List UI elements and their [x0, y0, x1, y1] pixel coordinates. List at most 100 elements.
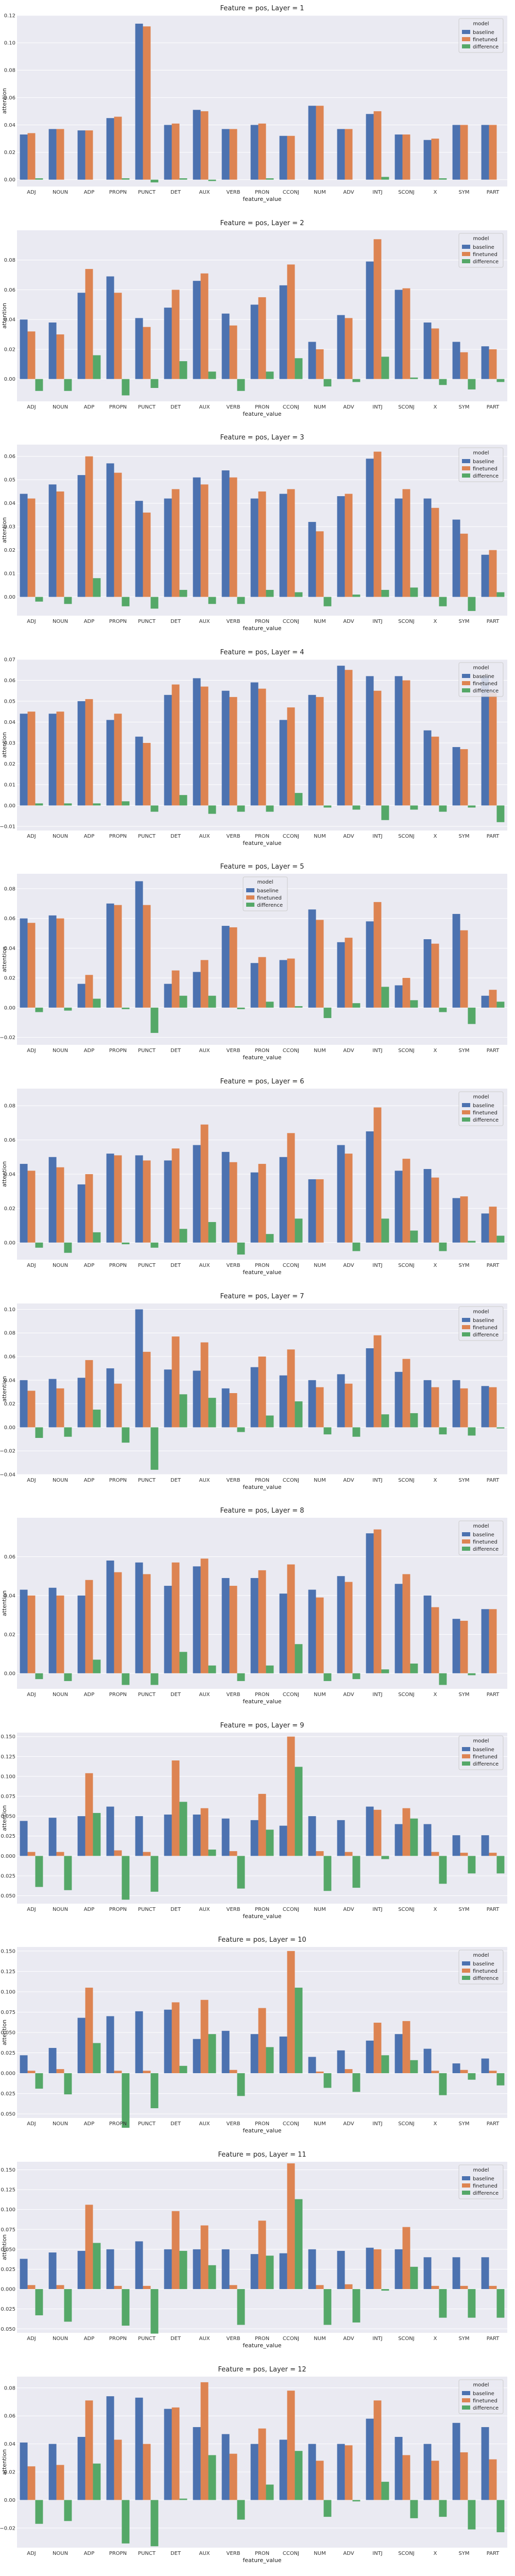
bar-difference-propn [122, 2289, 130, 2326]
bar-difference-adv [352, 1856, 360, 1888]
y-tick-label: 0.00 [4, 1425, 15, 1430]
bar-difference-intj [381, 1669, 389, 1673]
bar-difference-cconj [295, 2199, 303, 2290]
bar-baseline-pron [250, 125, 259, 180]
bar-baseline-adp [77, 1816, 85, 1856]
x-tick-label: PUNCT [138, 1907, 156, 1912]
x-tick-label: VERB [227, 1692, 241, 1698]
legend-swatch-difference [461, 2405, 470, 2410]
bar-baseline-adj [20, 918, 28, 1008]
chart-layer-9: Feature = pos, Layer = 9 −0.050 −0.025 0.00… [0, 1722, 507, 1920]
bar-finetuned-det [171, 2407, 180, 2500]
bar-baseline-adv [337, 2444, 345, 2500]
bar-finetuned-sym [460, 125, 468, 180]
bar-finetuned-propn [114, 1850, 122, 1856]
legend-label-difference: difference [257, 903, 283, 908]
x-tick-label: CCONJ [283, 2121, 299, 2127]
bar-baseline-x [423, 2048, 432, 2074]
x-tick-label: SYM [458, 1907, 469, 1912]
bar-finetuned-intj [373, 1809, 382, 1856]
bar-difference-det [179, 178, 187, 180]
legend-title: model [473, 1094, 489, 1100]
bar-difference-pron [266, 1665, 274, 1673]
x-tick-label: ADV [343, 1692, 354, 1698]
y-tick-label: −0.050 [0, 1893, 15, 1899]
x-tick-label: SYM [458, 2551, 469, 2556]
bar-finetuned-aux [200, 2225, 209, 2290]
bar-finetuned-part [489, 692, 497, 806]
chart-title: Feature = pos, Layer = 5 [220, 863, 304, 871]
y-tick-label: 0.02 [4, 548, 15, 553]
bar-finetuned-sconj [402, 2454, 410, 2500]
x-tick-label: ADP [84, 1478, 95, 1483]
bar-finetuned-intj [373, 1107, 382, 1243]
bar-difference-num [323, 1673, 332, 1682]
bar-finetuned-aux [200, 2382, 209, 2500]
bar-finetuned-pron [258, 123, 266, 180]
legend-label-finetuned: finetuned [257, 895, 282, 901]
bar-difference-verb [237, 1008, 245, 1010]
x-tick-label: PART [487, 2551, 500, 2556]
bar-difference-noun [64, 1856, 72, 1890]
bar-finetuned-noun [56, 334, 64, 379]
chart-layer-12: Feature = pos, Layer = 12 −0.02 0.00 0.02 0.… [0, 2366, 507, 2564]
bar-baseline-aux [193, 1814, 201, 1856]
y-tick-label: 0.00 [4, 2498, 15, 2503]
bar-baseline-num [308, 2057, 316, 2074]
y-axis-label: attention [1, 88, 8, 114]
bar-difference-part [496, 2289, 505, 2318]
x-tick-label: VERB [227, 190, 241, 195]
x-tick-label: ADJ [27, 619, 36, 624]
bar-baseline-part [481, 2257, 489, 2290]
bar-difference-adv [352, 2073, 360, 2092]
bar-difference-part [496, 1427, 505, 1429]
legend-swatch-baseline [461, 459, 470, 464]
bar-difference-aux [208, 996, 216, 1008]
legend-swatch-baseline [461, 673, 470, 678]
x-tick-label: PART [487, 1478, 500, 1483]
bar-difference-sym [468, 2073, 476, 2080]
bar-baseline-punct [135, 1309, 143, 1427]
bar-baseline-cconj [279, 2439, 287, 2500]
x-tick-label: PRON [255, 190, 269, 195]
bar-finetuned-adp [85, 1580, 93, 1673]
bar-difference-aux [208, 1665, 216, 1673]
bar-baseline-num [308, 1589, 316, 1673]
bar-finetuned-punct [143, 905, 151, 1008]
x-tick-label: ADP [84, 2121, 95, 2127]
bar-difference-sym [468, 1673, 476, 1675]
bar-finetuned-aux [200, 1808, 209, 1856]
bar-baseline-x [423, 939, 432, 1008]
bar-finetuned-x [431, 1387, 439, 1427]
y-tick-label: 0.02 [4, 1401, 15, 1407]
bar-baseline-pron [250, 1367, 259, 1427]
y-tick-label: 0.06 [4, 1354, 15, 1360]
x-tick-label: VERB [227, 1048, 241, 1054]
y-tick-label: 0.000 [1, 2071, 15, 2077]
bar-baseline-det [164, 984, 172, 1008]
x-tick-label: PROPN [109, 2551, 127, 2556]
x-tick-label: SCONJ [398, 1478, 415, 1483]
x-tick-label: ADJ [27, 1478, 36, 1483]
bar-baseline-punct [135, 1155, 143, 1243]
y-tick-label: 0.025 [1, 2050, 15, 2056]
bar-finetuned-x [431, 507, 439, 597]
x-tick-label: PUNCT [138, 2551, 156, 2556]
y-tick-label: 0.100 [1, 1774, 15, 1780]
x-tick-label: PROPN [109, 1263, 127, 1268]
y-tick-label: 0.00 [4, 1240, 15, 1246]
bar-finetuned-det [171, 290, 180, 379]
y-axis-label: attention [1, 2449, 8, 2475]
bar-baseline-num [308, 106, 316, 180]
bar-finetuned-propn [114, 2439, 122, 2500]
bar-difference-adv [352, 1003, 360, 1008]
bar-difference-adv [352, 805, 360, 810]
y-tick-label: 0.02 [4, 347, 15, 352]
y-tick-label: 0.04 [4, 1378, 15, 1383]
bar-baseline-det [164, 2249, 172, 2290]
bar-finetuned-pron [258, 1793, 266, 1856]
bar-finetuned-noun [56, 1388, 64, 1427]
bar-finetuned-aux [200, 2000, 209, 2074]
bar-finetuned-propn [114, 292, 122, 379]
